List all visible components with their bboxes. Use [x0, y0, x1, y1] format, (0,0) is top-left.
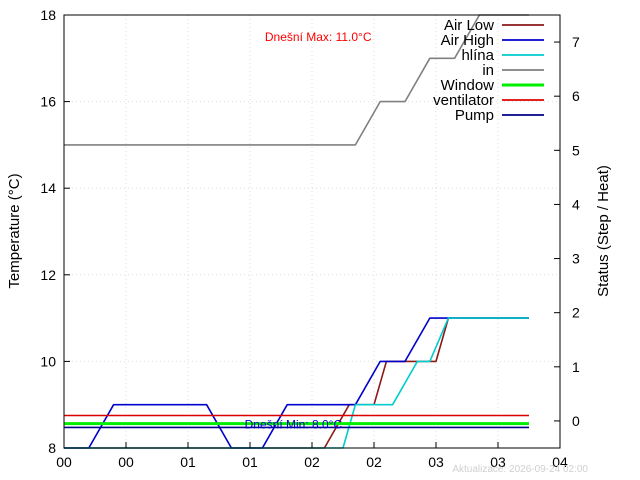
y2-tick-label: 5 — [572, 142, 580, 158]
legend-label: Window — [441, 77, 495, 94]
x-tick-label: 01 — [242, 454, 258, 470]
y2-tick-label: 6 — [572, 88, 580, 104]
y2-tick-label: 1 — [572, 359, 580, 375]
x-tick-label: 04 — [552, 454, 568, 470]
legend-label: Air High — [441, 32, 494, 49]
max-annotation: Dnešní Max: 11.0°C — [265, 30, 372, 44]
series-line-hl-na — [64, 317, 529, 449]
x-tick-label: 00 — [118, 454, 134, 470]
y2-tick-label: 4 — [572, 196, 580, 212]
y-axis-title: Temperature (°C) — [6, 173, 23, 288]
x-tick-label: 01 — [180, 454, 196, 470]
legend-label: hlína — [461, 47, 494, 64]
footer-timestamp: Aktualizace: 2026-09-24 02:00 — [452, 464, 588, 475]
y-tick-label: 18 — [40, 7, 56, 23]
y2-tick-label: 2 — [572, 305, 580, 321]
x-tick-label: 02 — [304, 454, 320, 470]
y2-tick-label: 3 — [572, 251, 580, 267]
x-tick-label: 03 — [490, 454, 506, 470]
y-tick-label: 16 — [40, 94, 56, 110]
x-tick-label: 03 — [428, 454, 444, 470]
y2-axis-title: Status (Step / Heat) — [595, 165, 612, 297]
y-tick-label: 10 — [40, 353, 56, 369]
x-tick-label: 02 — [366, 454, 382, 470]
y2-tick-label: 0 — [572, 413, 580, 429]
min-annotation: Dnešní Min: 8.0°C — [245, 418, 343, 432]
series-line-in — [64, 14, 529, 146]
y-tick-label: 12 — [40, 267, 56, 283]
grid — [64, 15, 560, 448]
x-tick-label: 00 — [56, 454, 72, 470]
legend-label: ventilator — [433, 92, 494, 109]
y-tick-label: 14 — [40, 180, 56, 196]
y-tick-label: 8 — [48, 440, 56, 456]
legend-label: Air Low — [444, 17, 494, 34]
y2-tick-label: 7 — [572, 34, 580, 50]
legend-label: Pump — [455, 107, 494, 124]
legend-label: in — [482, 62, 494, 79]
annotations: Dnešní Max: 11.0°C Dnešní Min: 8.0°C — [245, 30, 372, 432]
series-line-air-high — [64, 317, 529, 449]
